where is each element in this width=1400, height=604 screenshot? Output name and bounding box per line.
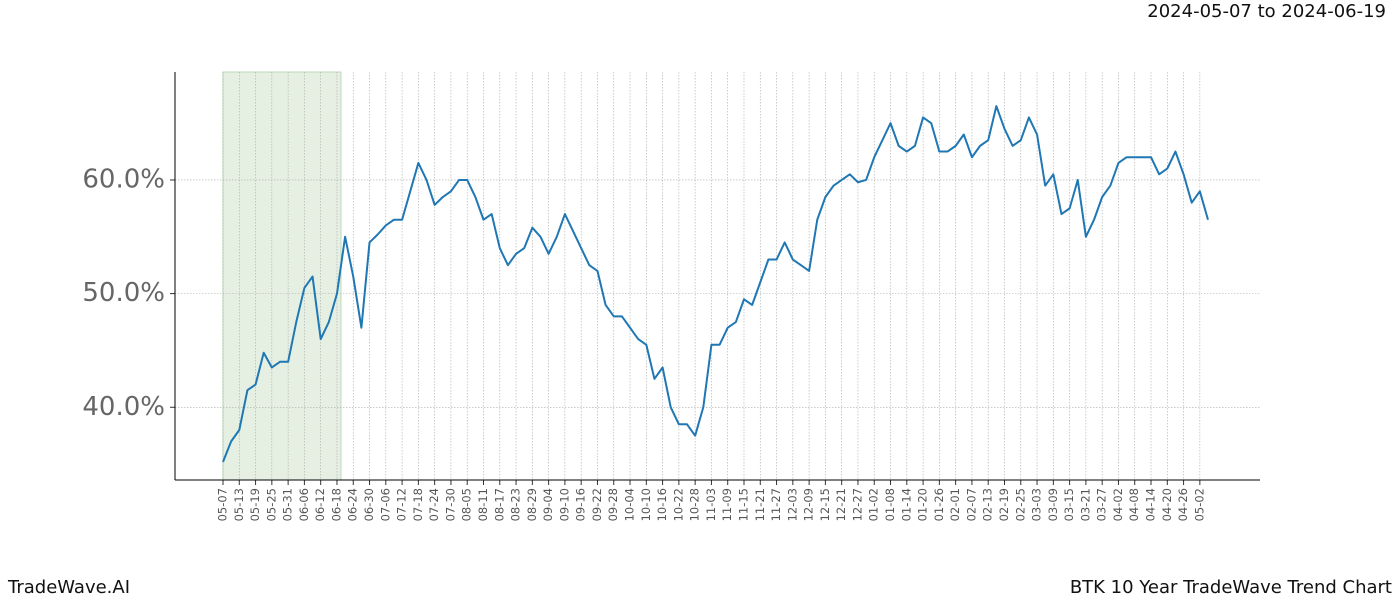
x-tick-label: 06-06: [297, 488, 311, 521]
x-tick-label: 08-29: [525, 488, 539, 521]
x-tick-label: 12-09: [802, 488, 816, 521]
x-tick-label: 08-05: [460, 488, 474, 521]
watermark: TradeWave.AI: [7, 577, 130, 598]
x-tick-label: 05-07: [216, 488, 230, 521]
x-tick-label: 11-27: [769, 488, 783, 521]
x-tick-label: 05-31: [281, 488, 295, 521]
x-tick-label: 12-15: [818, 488, 832, 521]
x-tick-label: 08-23: [509, 488, 523, 521]
y-tick-label: 60.0%: [82, 164, 165, 194]
x-tick-label: 01-26: [932, 488, 946, 521]
x-tick-label: 03-21: [1078, 488, 1092, 521]
x-tick-label: 03-09: [1046, 488, 1060, 521]
x-tick-label: 06-12: [313, 488, 327, 521]
x-tick-label: 03-15: [1062, 488, 1076, 521]
x-tick-label: 04-26: [1176, 488, 1190, 521]
x-tick-label: 10-16: [655, 488, 669, 521]
x-tick-label: 07-12: [395, 488, 409, 521]
x-tick-label: 02-13: [981, 488, 995, 521]
x-tick-label: 09-22: [590, 488, 604, 521]
x-tick-label: 04-20: [1160, 488, 1174, 521]
x-tick-label: 12-03: [785, 488, 799, 521]
x-tick-label: 04-08: [1127, 488, 1141, 521]
x-tick-label: 08-17: [492, 488, 506, 521]
x-tick-label: 01-08: [883, 488, 897, 521]
x-tick-label: 10-04: [623, 488, 637, 521]
x-tick-label: 02-07: [964, 488, 978, 521]
x-tick-label: 06-18: [329, 488, 343, 521]
x-tick-label: 11-21: [753, 488, 767, 521]
x-tick-label: 04-02: [1111, 488, 1125, 521]
y-tick-label: 50.0%: [82, 278, 165, 308]
x-tick-label: 05-25: [264, 488, 278, 521]
x-tick-label: 09-04: [541, 488, 555, 521]
x-tick-label: 05-02: [1192, 488, 1206, 521]
x-tick-label: 02-19: [997, 488, 1011, 521]
x-tick-label: 10-10: [639, 488, 653, 521]
x-tick-label: 08-11: [476, 488, 490, 521]
x-tick-label: 11-03: [704, 488, 718, 521]
x-tick-label: 01-20: [916, 488, 930, 521]
x-tick-label: 11-15: [736, 488, 750, 521]
x-tick-label: 12-21: [834, 488, 848, 521]
x-tick-label: 02-25: [1013, 488, 1027, 521]
x-tick-label: 01-02: [867, 488, 881, 521]
x-tick-label: 04-14: [1144, 488, 1158, 521]
x-tick-label: 05-19: [248, 488, 262, 521]
x-tick-label: 02-01: [948, 488, 962, 521]
y-tick-label: 40.0%: [82, 392, 165, 422]
x-tick-label: 09-16: [574, 488, 588, 521]
x-tick-label: 11-09: [720, 488, 734, 521]
x-tick-label: 06-24: [346, 488, 360, 521]
x-tick-label: 07-24: [427, 488, 441, 521]
series-line: [222, 105, 1209, 463]
chart-subtitle: 2024-05-07 to 2024-06-19: [1147, 1, 1386, 22]
x-tick-label: 09-28: [606, 488, 620, 521]
x-tick-label: 03-27: [1095, 488, 1109, 521]
x-tick-label: 05-13: [232, 488, 246, 521]
chart-title: BTK 10 Year TradeWave Trend Chart: [1070, 577, 1392, 598]
x-tick-label: 07-18: [411, 488, 425, 521]
x-tick-label: 10-28: [688, 488, 702, 521]
x-tick-label: 03-03: [1030, 488, 1044, 521]
x-tick-label: 12-27: [850, 488, 864, 521]
x-tick-label: 06-30: [362, 488, 376, 521]
x-tick-label: 10-22: [671, 488, 685, 521]
x-tick-label: 07-30: [443, 488, 457, 521]
x-tick-label: 09-10: [557, 488, 571, 521]
x-tick-label: 07-06: [378, 488, 392, 521]
x-tick-label: 01-14: [899, 488, 913, 521]
